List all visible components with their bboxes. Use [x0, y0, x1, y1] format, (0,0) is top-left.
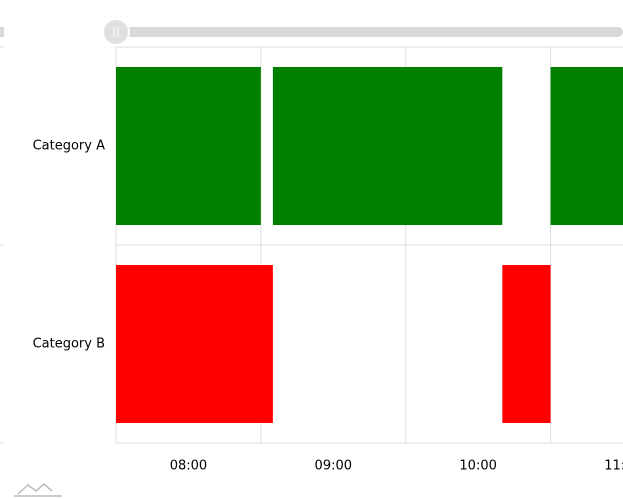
- bars: [116, 67, 623, 423]
- x-tick-label: 09:00: [315, 459, 352, 474]
- scrollbar[interactable]: [0, 18, 623, 46]
- x-tick-label: 11:00: [604, 459, 623, 474]
- logo: [14, 483, 62, 497]
- task-bar: [272, 67, 503, 225]
- x-tick-label: 08:00: [170, 459, 207, 474]
- x-tick-label: 10:00: [459, 459, 496, 474]
- y-tick-label: Category B: [33, 337, 105, 352]
- task-bar: [116, 67, 261, 225]
- scrollbar-grip[interactable]: [102, 18, 130, 46]
- scrollbar-track-left: [0, 27, 4, 37]
- y-tick-label: Category A: [33, 139, 106, 154]
- task-bar: [550, 67, 623, 225]
- scrollbar-track[interactable]: [116, 27, 623, 37]
- labels: 08:00 09:00 10:00 11:00 Category A Category B: [33, 139, 623, 474]
- task-bar: [116, 265, 273, 423]
- task-bar: [502, 265, 551, 423]
